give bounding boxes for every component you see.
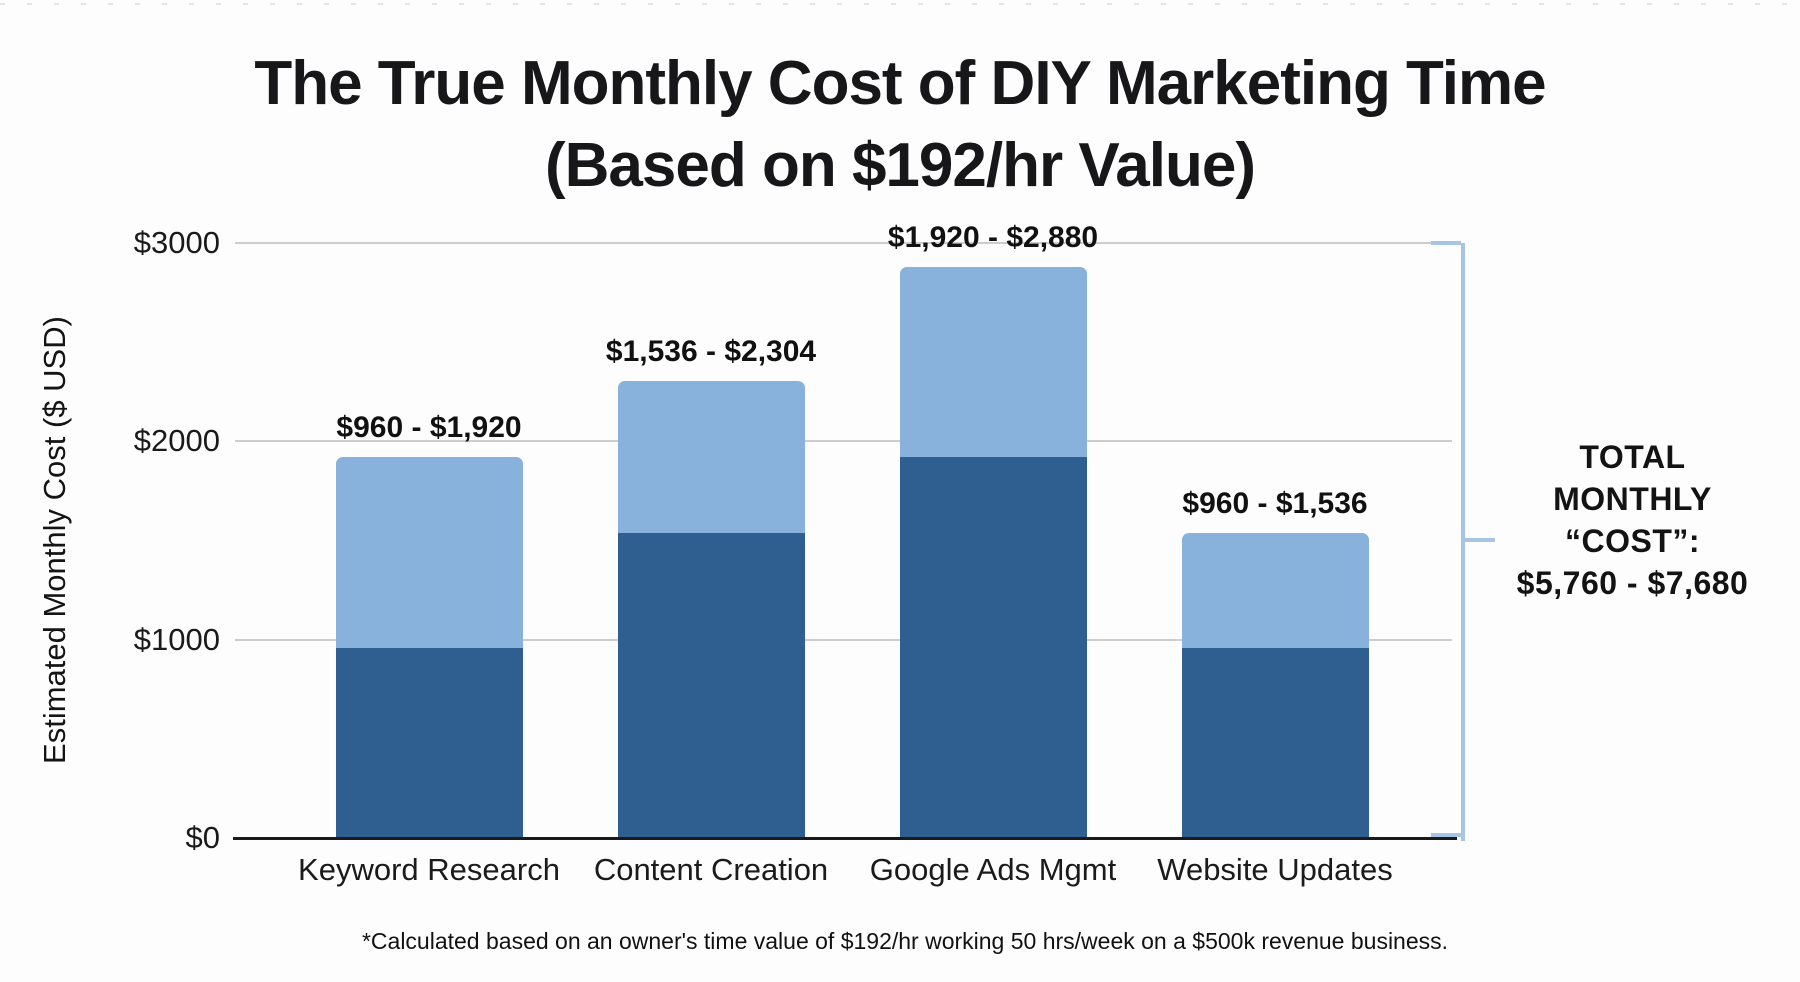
footnote: *Calculated based on an owner's time val… xyxy=(361,928,1449,954)
y-tick-label-3000: $3000 xyxy=(133,225,220,260)
bar-1-low-segment xyxy=(335,647,523,838)
bar-1-value-label: $960 - $1,920 xyxy=(336,411,522,445)
total-bracket-vertical xyxy=(1461,243,1465,841)
total-annotation-line4: $5,760 - $7,680 xyxy=(1516,565,1749,601)
y-tick-label-1000: $1000 xyxy=(133,621,220,657)
chart-title: The True Monthly Cost of DIY Marketing T… xyxy=(0,43,1800,207)
x-axis-line xyxy=(233,837,1457,840)
bar-4-high-segment xyxy=(1181,533,1369,648)
total-annotation-line1: TOTAL xyxy=(1579,439,1686,475)
y-tick-label-0: $0 xyxy=(185,820,220,855)
bar-1-high-segment xyxy=(335,457,523,648)
bar-3-high-segment xyxy=(899,266,1087,458)
bar-3-low-segment xyxy=(899,457,1087,838)
bar-4-low-segment xyxy=(1181,647,1369,838)
top-edge-artifact xyxy=(0,3,1800,5)
x-category-label-3: Google Ads Mgmt xyxy=(869,852,1117,887)
bar-2-low-segment xyxy=(617,533,805,838)
bar-4-value-label: $960 - $1,536 xyxy=(1182,487,1368,521)
gridline-1000 xyxy=(235,638,1452,641)
total-bracket-top-arm xyxy=(1431,241,1461,245)
total-annotation-line3: “COST”: xyxy=(1564,523,1701,559)
y-axis-title: Estimated Monthly Cost ($ USD) xyxy=(37,316,72,764)
x-category-label-1: Keyword Research xyxy=(298,852,560,887)
bar-3-value-label: $1,920 - $2,880 xyxy=(887,220,1099,254)
bar-2-high-segment xyxy=(617,381,805,534)
chart-title-line2: (Based on $192/hr Value) xyxy=(545,131,1256,200)
chart-title-line1: The True Monthly Cost of DIY Marketing T… xyxy=(254,49,1546,118)
bar-2-value-label: $1,536 - $2,304 xyxy=(605,335,817,369)
x-category-label-2: Content Creation xyxy=(593,852,829,887)
x-category-label-4: Website Updates xyxy=(1157,852,1393,887)
gridline-3000 xyxy=(235,242,1452,244)
total-monthly-cost-annotation: TOTAL MONTHLY “COST”: $5,760 - $7,680 xyxy=(1480,436,1785,604)
total-bracket-bottom-arm xyxy=(1431,833,1461,837)
y-tick-label-2000: $2000 xyxy=(133,423,220,459)
gridline-2000 xyxy=(235,440,1452,443)
total-annotation-line2: MONTHLY xyxy=(1553,481,1712,517)
total-bracket-mid-tick xyxy=(1465,538,1495,542)
